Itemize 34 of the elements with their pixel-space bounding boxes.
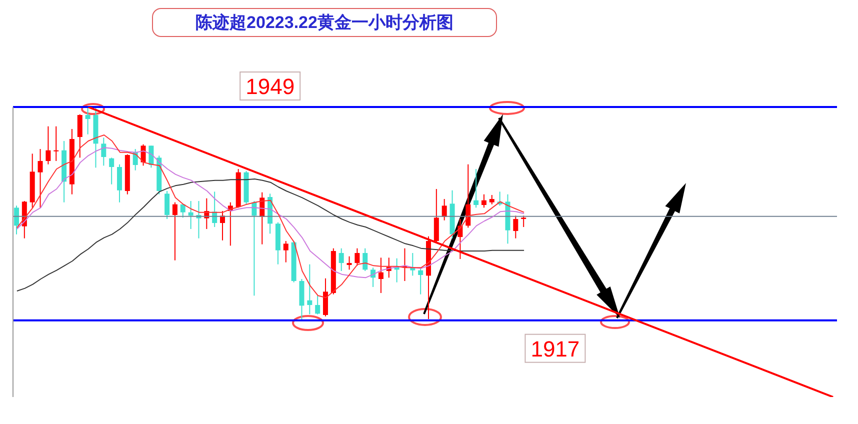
candlestick: [474, 168, 479, 208]
ref-line-label: 1917: [530, 336, 580, 362]
candlestick: [481, 194, 486, 208]
candlestick: [14, 205, 19, 235]
candlestick: [283, 240, 288, 263]
candlestick: [521, 215, 526, 228]
candlestick: [38, 148, 43, 208]
candlestick: [77, 114, 82, 158]
candlestick: [85, 107, 90, 135]
ref-line-label: 1949: [246, 74, 295, 99]
candlestick: [458, 218, 463, 260]
candlestick: [338, 248, 344, 272]
candlestick: [354, 248, 360, 266]
candlestick: [172, 202, 178, 261]
candlestick: [434, 188, 439, 243]
candlestick: [513, 215, 518, 239]
candlestick: [164, 190, 170, 220]
candlestick: [442, 198, 447, 221]
candlestick: [315, 295, 320, 315]
candlestick: [362, 248, 368, 272]
candlestick: [418, 267, 424, 295]
candlestick: [180, 204, 186, 218]
candlestick: [378, 257, 384, 294]
candlestick: [323, 278, 328, 317]
candlestick: [307, 264, 312, 315]
candlestick: [109, 157, 114, 185]
candlestick: [188, 200, 194, 230]
chart-title: 陈迹超20223.22黄金一小时分析图: [152, 8, 497, 37]
candlestick: [346, 256, 352, 270]
candlestick: [54, 126, 59, 162]
candlestick: [117, 164, 122, 203]
candlestick: [46, 126, 51, 165]
candlestick: [489, 194, 494, 205]
candlestick: [101, 137, 106, 166]
